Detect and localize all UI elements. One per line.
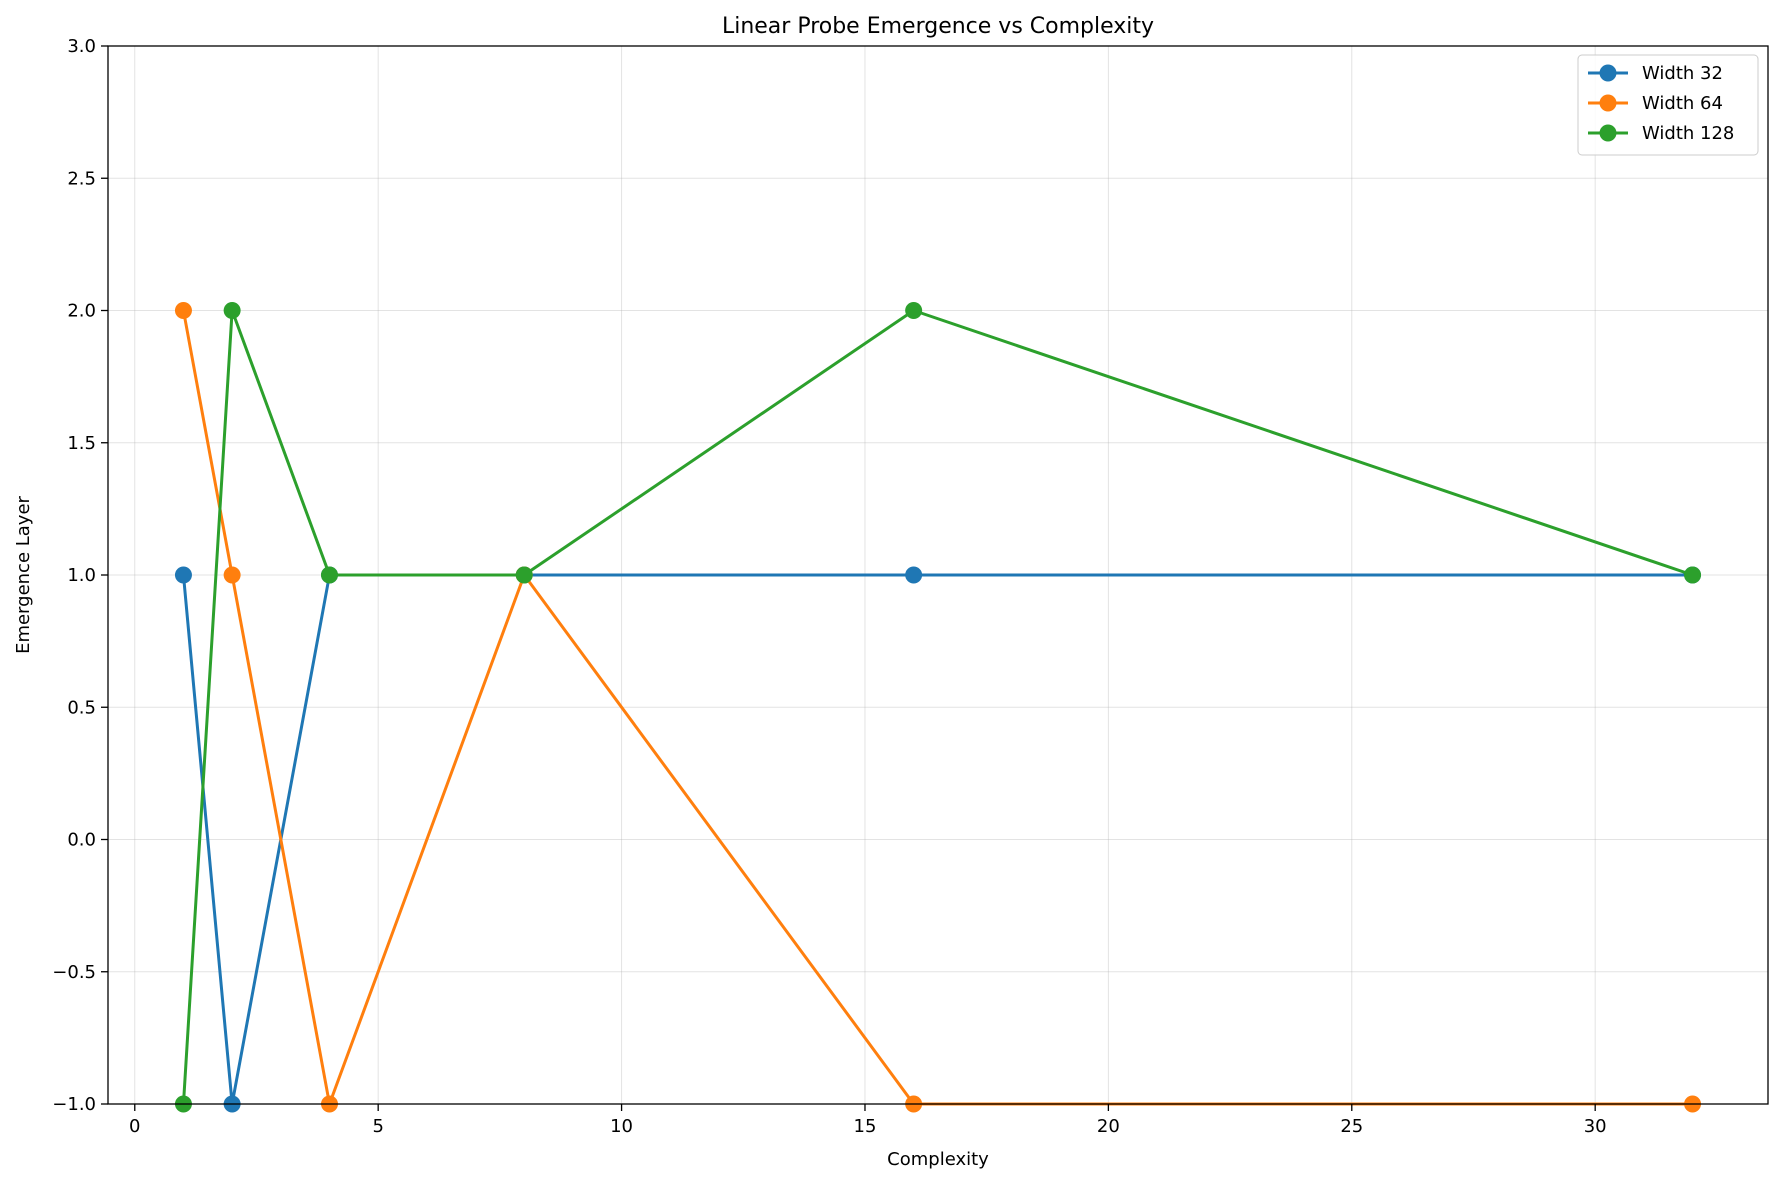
legend-item: Width 128 bbox=[1588, 123, 1734, 144]
y-tick-label: 0.5 bbox=[67, 697, 96, 718]
legend: Width 32 Width 64 Width 128 bbox=[1577, 54, 1759, 156]
legend-label: Width 32 bbox=[1642, 63, 1723, 84]
data-point bbox=[320, 566, 338, 584]
chart-title: Linear Probe Emergence vs Complexity bbox=[722, 14, 1154, 39]
legend-item: Width 64 bbox=[1588, 93, 1723, 114]
legend-item: Width 32 bbox=[1588, 63, 1723, 84]
y-tick-label: −0.5 bbox=[52, 962, 96, 983]
y-tick-label: −1.0 bbox=[52, 1094, 96, 1115]
series-line bbox=[181, 309, 1694, 1105]
x-tick-label: 30 bbox=[1584, 1116, 1607, 1137]
data-point bbox=[223, 302, 241, 319]
data-point bbox=[223, 566, 241, 584]
series-layer bbox=[174, 302, 1702, 1113]
y-axis-title: Emergence Layer bbox=[13, 495, 34, 653]
legend-marker bbox=[1599, 64, 1617, 82]
y-tick-label: 3.0 bbox=[67, 36, 96, 57]
x-tick-label: 5 bbox=[372, 1116, 383, 1137]
data-point bbox=[905, 566, 923, 584]
legend-label: Width 64 bbox=[1642, 93, 1723, 114]
legend-label: Width 128 bbox=[1642, 123, 1734, 144]
data-point bbox=[515, 566, 533, 584]
x-axis-title: Complexity bbox=[887, 1149, 989, 1170]
x-tick-label: 20 bbox=[1097, 1116, 1120, 1137]
axes: 0 5 10 15 20 25 30 −1.0 −0.5 0.0 0.5 1.0 1.5 2.0 2.5 3.… bbox=[52, 36, 1606, 1137]
y-tick-label: 1.5 bbox=[67, 433, 96, 454]
y-tick-label: 2.5 bbox=[67, 168, 96, 189]
x-tick-label: 25 bbox=[1340, 1116, 1363, 1137]
data-point bbox=[174, 566, 192, 584]
legend-box bbox=[1577, 54, 1759, 156]
data-point bbox=[905, 302, 923, 319]
series-3 bbox=[174, 302, 1702, 1113]
data-point bbox=[174, 302, 192, 319]
legend-marker bbox=[1599, 124, 1617, 142]
y-tick-label: 2.0 bbox=[67, 301, 96, 322]
x-tick-label: 10 bbox=[610, 1116, 633, 1137]
x-tick-label: 0 bbox=[129, 1116, 140, 1137]
legend-marker bbox=[1599, 94, 1617, 112]
data-point bbox=[1684, 566, 1702, 584]
y-tick-label: 1.0 bbox=[67, 565, 96, 586]
y-tick-label: 0.0 bbox=[67, 830, 96, 851]
x-tick-label: 15 bbox=[854, 1116, 877, 1137]
